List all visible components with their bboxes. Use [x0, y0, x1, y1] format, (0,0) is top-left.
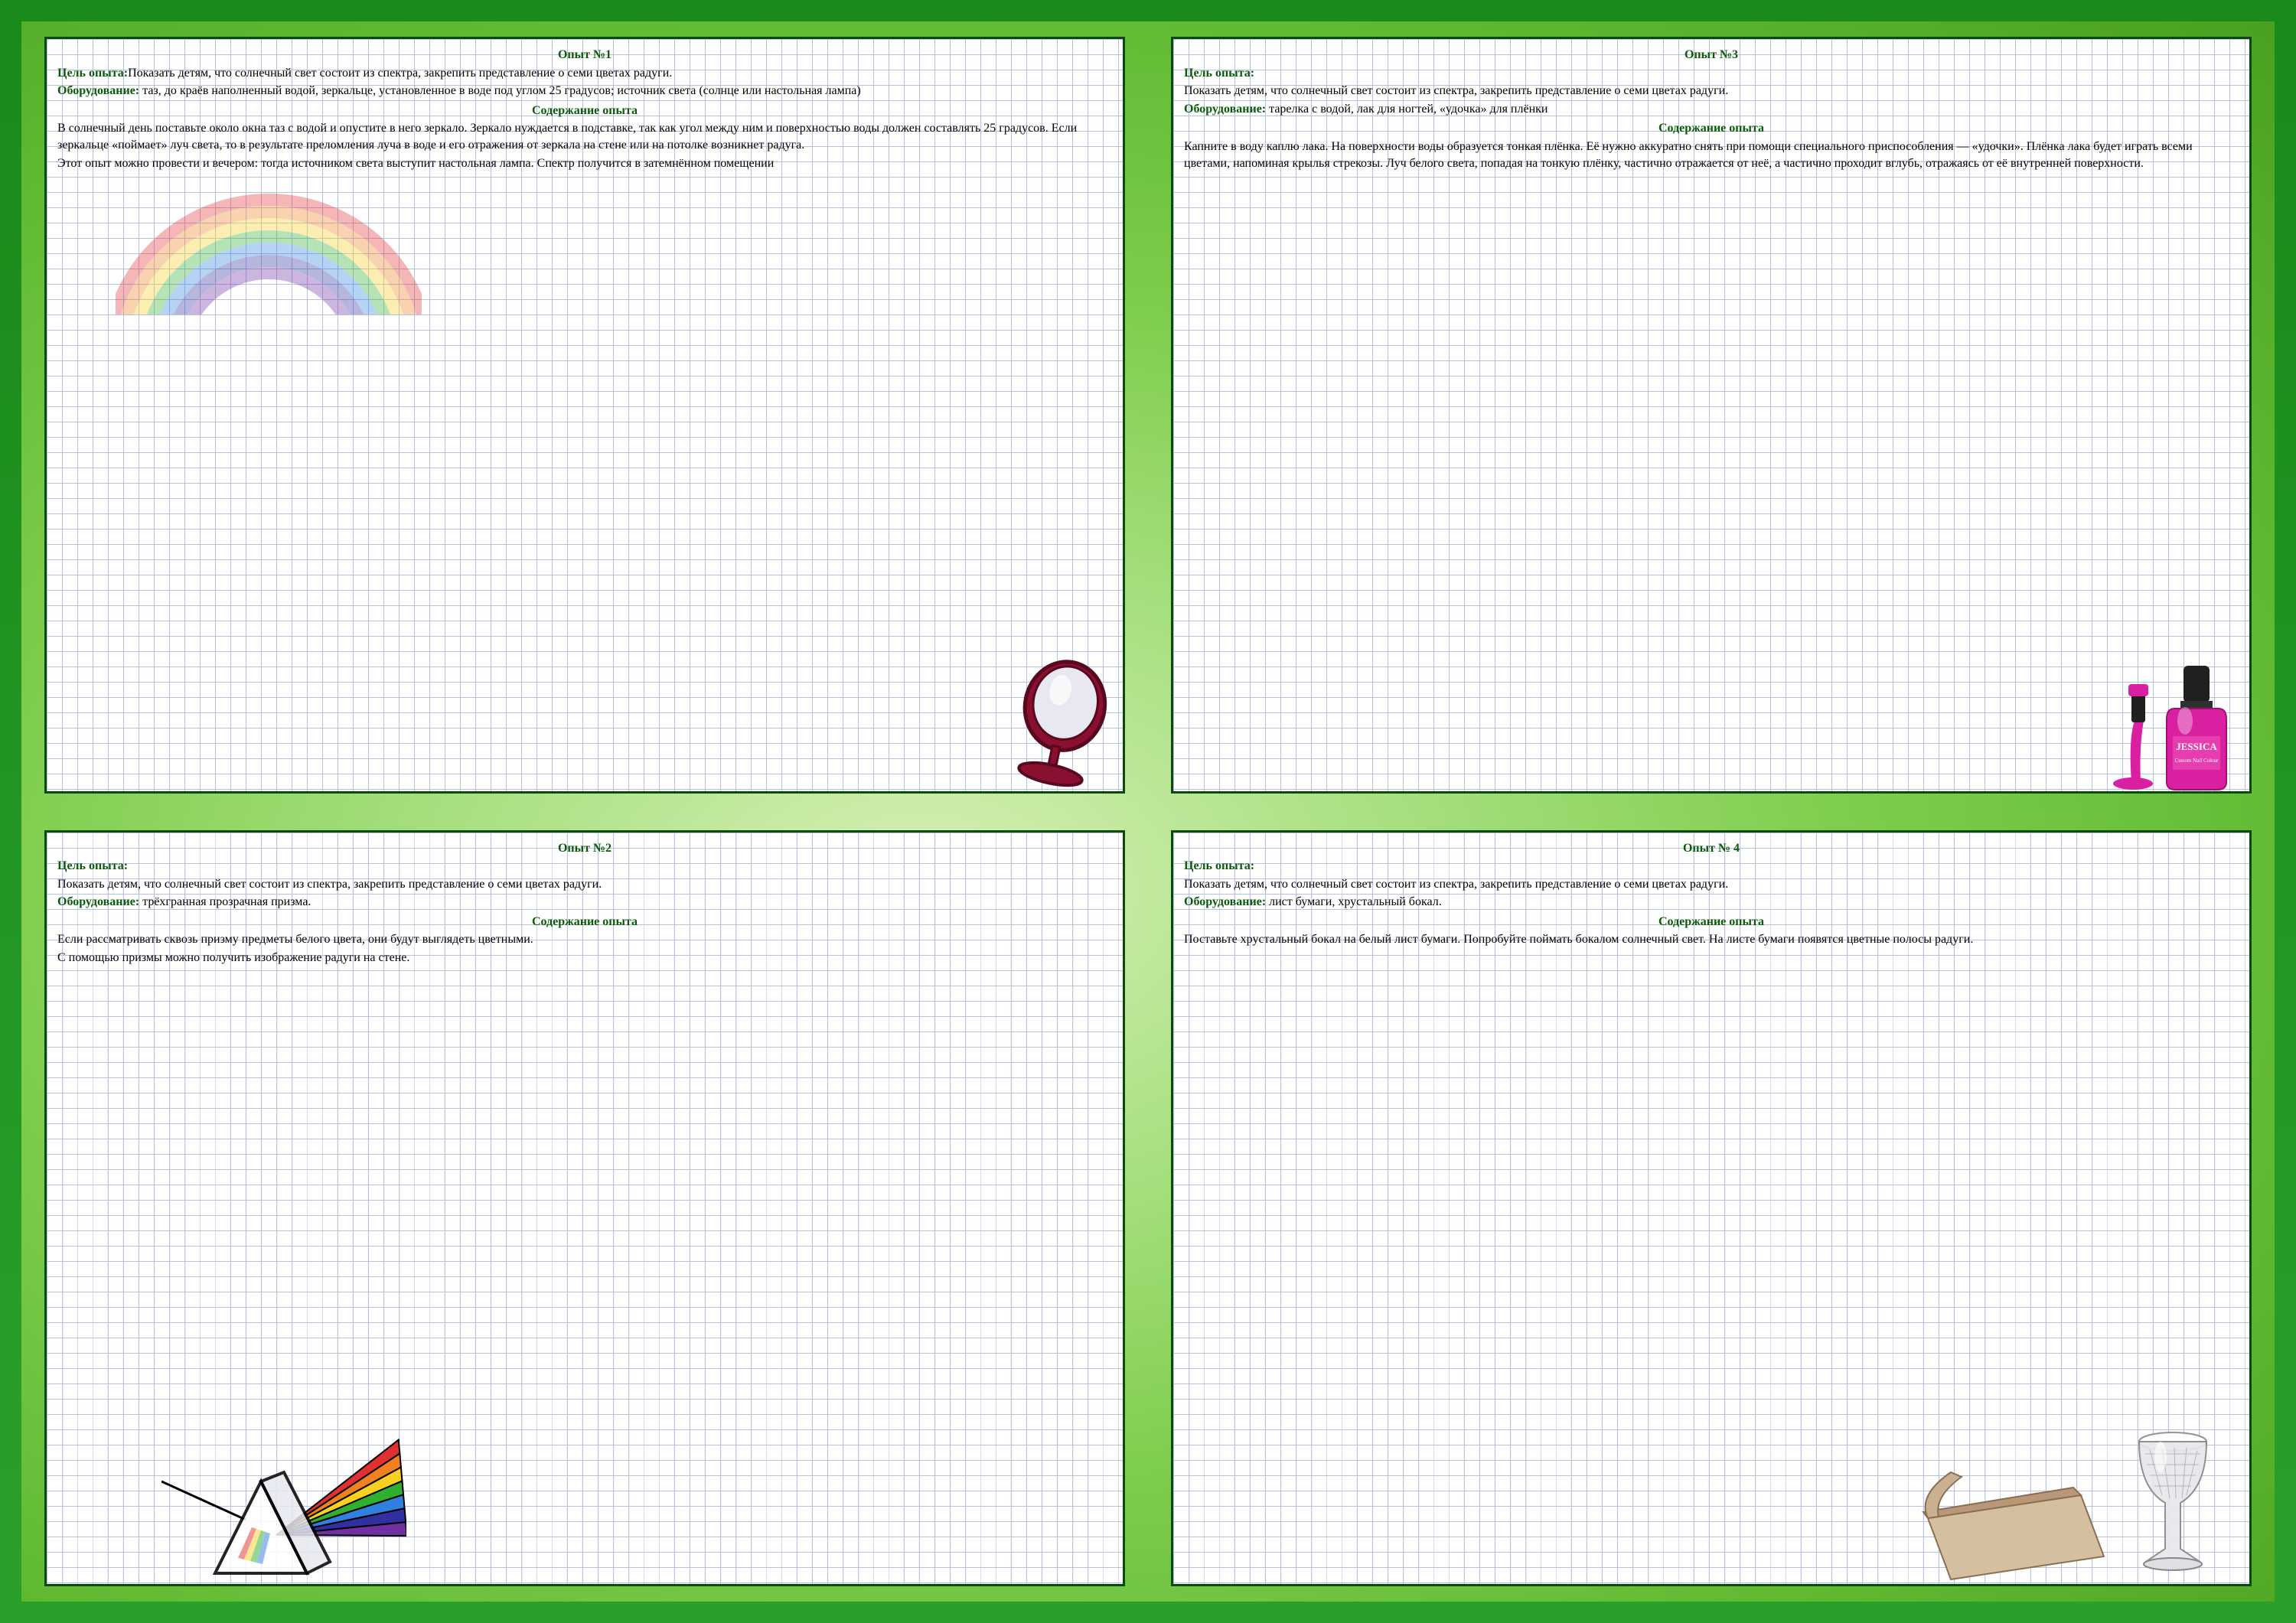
- polish-sub-text: Custom Nail Colour: [2175, 758, 2219, 764]
- goal-text: Показать детям, что солнечный свет состо…: [1184, 83, 2239, 99]
- goal-line: Цель опыта:: [57, 858, 1112, 875]
- goal-text: Показать детям, что солнечный свет состо…: [57, 876, 1112, 893]
- equip-text: лист бумаги, хрустальный бокал.: [1266, 895, 1442, 908]
- goal-text: Показать детям, что солнечный свет состо…: [1184, 876, 2239, 893]
- body-text-b: Этот опыт можно провести и вечером: тогд…: [57, 155, 1112, 172]
- card-title: Опыт № 4: [1184, 840, 2239, 857]
- goal-label: Цель опыта:: [57, 67, 128, 80]
- body-text-a: Поставьте хрустальный бокал на белый лис…: [1184, 931, 2239, 948]
- nail-polish-icon: JESSICA Custom Nail Colour: [2101, 647, 2246, 793]
- equip-line: Оборудование: трёхгранная прозрачная при…: [57, 894, 1112, 911]
- equip-text: таз, до краёв наполненный водой, зеркаль…: [139, 84, 861, 97]
- goal-label: Цель опыта:: [57, 859, 128, 872]
- equip-line: Оборудование: таз, до краёв наполненный …: [57, 83, 1112, 99]
- mirror-icon: [1003, 657, 1118, 794]
- equip-line: Оборудование: тарелка с водой, лак для н…: [1184, 101, 2239, 118]
- card-title: Опыт №2: [57, 840, 1112, 857]
- content-title: Содержание опыта: [57, 103, 1112, 119]
- equip-label: Оборудование:: [1184, 895, 1266, 908]
- goal-line: Цель опыта:: [1184, 65, 2239, 82]
- equip-text: трёхгранная прозрачная призма.: [139, 895, 311, 908]
- content-title: Содержание опыта: [57, 914, 1112, 930]
- experiment-card-3: Опыт №3 Цель опыта: Показать детям, что …: [1171, 37, 2252, 794]
- outer-frame: Опыт №1 Цель опыта:Показать детям, что с…: [0, 0, 2296, 1623]
- equip-label: Оборудование:: [1184, 103, 1266, 116]
- page-background: Опыт №1 Цель опыта:Показать детям, что с…: [21, 21, 2275, 1602]
- goal-label: Цель опыта:: [1184, 859, 1254, 872]
- goal-label: Цель опыта:: [1184, 67, 1254, 80]
- body-text-a: Если рассматривать сквозь призму предмет…: [57, 931, 1112, 948]
- goal-line: Цель опыта:Показать детям, что солнечный…: [57, 65, 1112, 82]
- equip-text: тарелка с водой, лак для ногтей, «удочка…: [1266, 103, 1548, 116]
- experiment-card-2: Опыт №2 Цель опыта: Показать детям, что …: [44, 830, 1125, 1587]
- prism-rainbow-icon: [161, 1420, 406, 1586]
- experiment-card-4: Опыт № 4 Цель опыта: Показать детям, что…: [1171, 830, 2252, 1587]
- rainbow-bg-icon: [108, 161, 429, 360]
- card-title: Опыт №1: [57, 47, 1112, 64]
- experiment-card-1: Опыт №1 Цель опыта:Показать детям, что с…: [44, 37, 1125, 794]
- goal-line: Цель опыта:: [1184, 858, 2239, 875]
- body-text-b: С помощью призмы можно получить изображе…: [57, 950, 1112, 966]
- paper-goblet-icon: [1920, 1411, 2226, 1586]
- body-text-a: В солнечный день поставьте около окна та…: [57, 120, 1112, 153]
- polish-brand-text: JESSICA: [2176, 741, 2217, 752]
- card-title: Опыт №3: [1184, 47, 2239, 64]
- goal-text: Показать детям, что солнечный свет состо…: [128, 67, 672, 80]
- equip-label: Оборудование:: [57, 84, 139, 97]
- content-title: Содержание опыта: [1184, 914, 2239, 930]
- content-title: Содержание опыта: [1184, 120, 2239, 137]
- equip-line: Оборудование: лист бумаги, хрустальный б…: [1184, 894, 2239, 911]
- equip-label: Оборудование:: [57, 895, 139, 908]
- body-text-a: Капните в воду каплю лака. На поверхност…: [1184, 139, 2239, 171]
